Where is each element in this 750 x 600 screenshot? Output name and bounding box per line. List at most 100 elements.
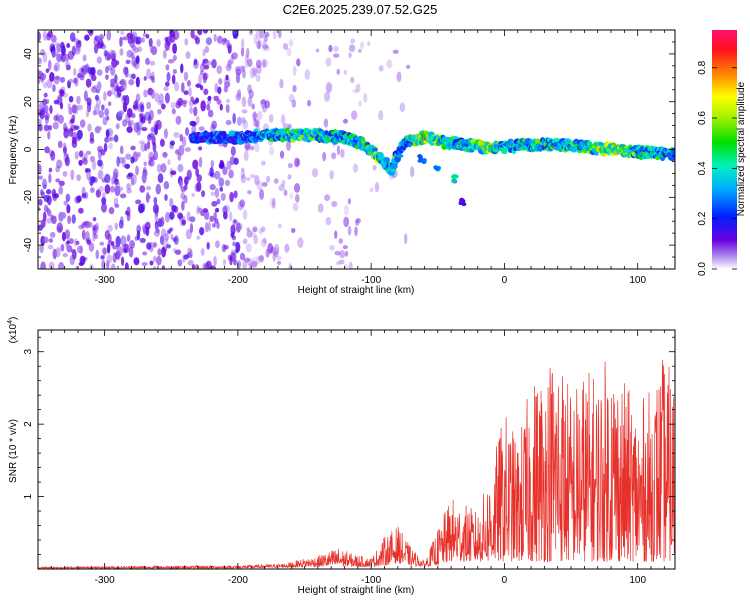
- noise-blob: [325, 57, 332, 67]
- noise-blob: [334, 250, 341, 256]
- noise-blob: [348, 261, 353, 269]
- noise-blob: [145, 226, 150, 237]
- noise-blob: [126, 126, 133, 133]
- noise-blob: [328, 44, 333, 53]
- noise-blob: [235, 222, 241, 233]
- noise-blob: [39, 109, 45, 120]
- noise-blob: [50, 150, 56, 161]
- noise-blob: [153, 242, 157, 248]
- noise-blob: [255, 64, 262, 75]
- noise-blob: [236, 260, 242, 269]
- noise-blob: [143, 89, 148, 98]
- noise-blob: [189, 223, 194, 234]
- noise-blob: [133, 46, 139, 53]
- noise-blob: [233, 34, 238, 39]
- noise-blob: [231, 52, 238, 60]
- noise-blob: [225, 119, 232, 126]
- noise-blob: [149, 241, 154, 253]
- noise-blob: [148, 37, 153, 48]
- noise-blob: [194, 263, 200, 269]
- noise-blob: [81, 192, 87, 199]
- noise-blob: [162, 151, 168, 158]
- noise-blob: [203, 64, 210, 70]
- noise-blob: [113, 134, 119, 143]
- noise-blob: [154, 92, 160, 103]
- noise-blob: [154, 223, 159, 230]
- noise-blob: [198, 126, 205, 132]
- noise-blob: [156, 255, 162, 266]
- noise-blob: [53, 76, 60, 85]
- noise-blob: [116, 60, 120, 65]
- noise-blob: [267, 242, 274, 254]
- x-tick-label: -100: [361, 575, 381, 586]
- noise-blob: [169, 211, 175, 220]
- noise-blob: [85, 150, 92, 156]
- noise-blob: [113, 171, 118, 181]
- noise-blob: [51, 215, 57, 225]
- noise-blob: [42, 98, 48, 106]
- noise-blob: [246, 227, 251, 232]
- noise-blob: [62, 145, 67, 154]
- noise-blob: [287, 174, 292, 180]
- noise-blob: [284, 243, 290, 253]
- noise-blob: [186, 169, 192, 180]
- noise-blob: [48, 261, 55, 269]
- noise-blob: [47, 209, 52, 217]
- noise-blob: [264, 32, 270, 38]
- noise-blob: [163, 181, 170, 190]
- noise-blob: [288, 263, 293, 269]
- noise-blob: [253, 68, 257, 77]
- noise-blob: [135, 165, 139, 176]
- noise-blob: [338, 238, 343, 244]
- noise-blob: [63, 142, 67, 148]
- noise-blob: [254, 142, 260, 153]
- noise-blob: [233, 157, 239, 165]
- noise-blob: [260, 226, 266, 233]
- noise-blob: [126, 234, 131, 242]
- noise-blob: [209, 166, 214, 177]
- noise-blob: [110, 52, 116, 61]
- noise-blob: [59, 76, 66, 83]
- noise-blob: [286, 47, 292, 57]
- noise-blob: [76, 195, 82, 203]
- noise-blob: [62, 171, 68, 177]
- noise-blob: [70, 169, 75, 181]
- noise-blob: [152, 255, 157, 263]
- noise-blob: [104, 173, 111, 184]
- noise-blob: [117, 186, 124, 192]
- y-tick-label: 0: [23, 146, 34, 152]
- spectrogram-x-axis: -300 -200 -100 0 100: [37, 30, 665, 286]
- noise-blob: [207, 109, 214, 118]
- noise-blob: [173, 131, 180, 138]
- noise-blob: [150, 89, 155, 99]
- noise-blob: [410, 166, 415, 178]
- noise-blob: [336, 145, 341, 156]
- noise-blob: [66, 245, 73, 253]
- noise-blob: [223, 244, 229, 250]
- noise-blob: [106, 243, 111, 254]
- noise-blob: [292, 84, 297, 93]
- noise-blob: [107, 101, 112, 107]
- noise-blob: [90, 187, 95, 193]
- noise-blob: [261, 40, 267, 51]
- noise-blob: [100, 43, 107, 50]
- noise-blob: [111, 244, 119, 250]
- noise-blob: [139, 185, 146, 193]
- noise-blob: [270, 246, 275, 254]
- x-tick-label: 100: [629, 275, 646, 286]
- y-tick-label: 2: [23, 421, 34, 427]
- noise-blob: [347, 225, 352, 236]
- noise-blob: [325, 82, 333, 93]
- noise-blob: [256, 180, 263, 191]
- noise-blob: [315, 48, 320, 53]
- noise-blob: [241, 96, 247, 108]
- noise-blob: [209, 184, 216, 191]
- noise-blob: [130, 112, 136, 119]
- x-tick-label: 0: [502, 575, 508, 586]
- noise-blob: [164, 232, 169, 242]
- noise-blob: [170, 170, 177, 176]
- noise-blob: [143, 161, 147, 167]
- noise-blob: [227, 44, 232, 54]
- noise-blob: [291, 99, 297, 108]
- noise-blob: [225, 74, 229, 81]
